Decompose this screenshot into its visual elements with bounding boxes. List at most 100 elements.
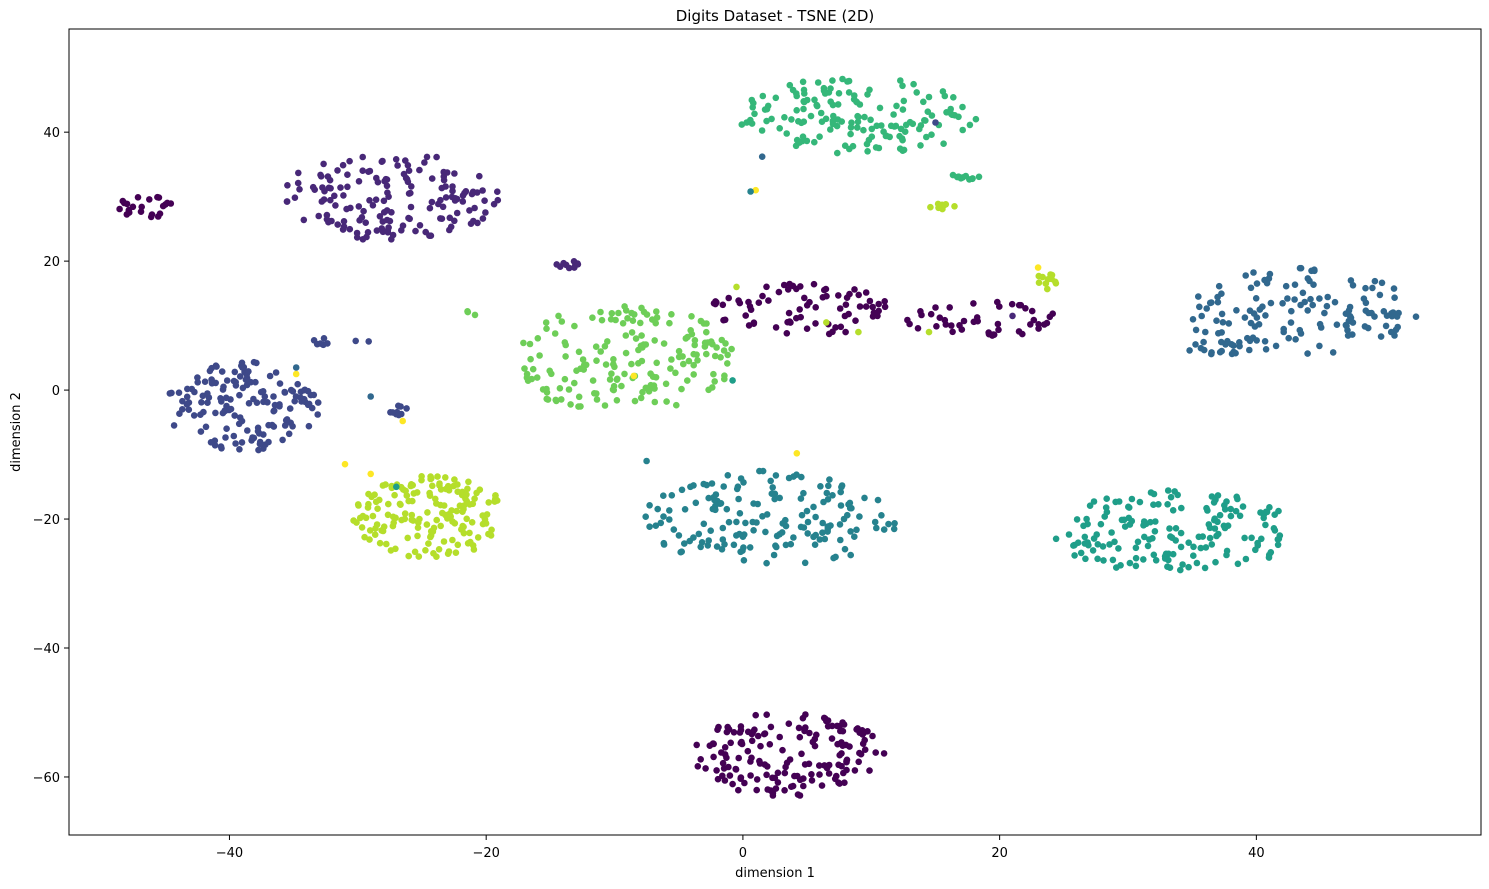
data-point xyxy=(265,438,272,446)
data-point xyxy=(553,261,560,268)
data-point xyxy=(1034,264,1042,271)
data-point xyxy=(829,328,836,336)
data-point xyxy=(415,519,422,526)
data-point xyxy=(1042,280,1050,287)
data-point xyxy=(341,460,349,468)
data-point xyxy=(1185,539,1192,546)
data-point xyxy=(1389,309,1397,316)
data-point xyxy=(802,711,809,718)
data-point xyxy=(388,236,395,243)
data-point xyxy=(715,723,722,731)
data-point xyxy=(387,547,395,554)
data-point xyxy=(418,476,425,484)
data-point xyxy=(353,229,361,237)
data-point xyxy=(890,111,897,118)
data-point xyxy=(261,393,269,400)
data-point xyxy=(543,385,550,393)
data-point xyxy=(426,204,434,212)
data-point xyxy=(1316,320,1324,328)
data-point xyxy=(1015,328,1023,335)
data-point xyxy=(861,494,868,502)
data-point xyxy=(703,320,710,327)
data-point xyxy=(798,750,805,758)
data-point xyxy=(769,792,777,799)
data-point xyxy=(769,774,776,782)
data-point xyxy=(292,370,300,378)
data-point xyxy=(608,310,616,317)
data-point xyxy=(949,328,956,336)
data-point xyxy=(442,474,449,481)
data-point xyxy=(1086,502,1094,510)
data-point xyxy=(558,318,566,325)
data-point xyxy=(994,298,1001,306)
data-point xyxy=(684,333,691,341)
data-point xyxy=(1073,516,1081,523)
data-point xyxy=(739,533,747,540)
data-point xyxy=(379,218,387,225)
data-point xyxy=(1233,307,1240,314)
data-point xyxy=(479,512,487,519)
data-point xyxy=(797,313,804,321)
data-point xyxy=(813,731,820,739)
data-point xyxy=(808,777,816,784)
data-point xyxy=(764,786,771,793)
data-point xyxy=(297,394,305,402)
data-point xyxy=(471,311,479,319)
data-point xyxy=(374,178,382,186)
data-point xyxy=(719,524,727,532)
data-point xyxy=(295,169,302,177)
data-point xyxy=(276,403,283,410)
data-point xyxy=(463,491,470,498)
data-point xyxy=(646,502,653,509)
data-point xyxy=(670,526,678,533)
data-point xyxy=(803,507,811,515)
data-point xyxy=(847,130,854,138)
data-point xyxy=(729,780,736,788)
data-point xyxy=(793,107,800,114)
data-point xyxy=(334,167,341,174)
data-point xyxy=(1345,317,1353,325)
data-point xyxy=(577,403,584,410)
data-point xyxy=(1211,515,1218,522)
data-point xyxy=(372,498,380,506)
data-point xyxy=(1112,498,1119,506)
data-point xyxy=(479,215,487,222)
data-point xyxy=(1164,487,1172,494)
data-point xyxy=(374,505,381,512)
data-point xyxy=(748,737,756,745)
data-point xyxy=(494,188,501,195)
data-point xyxy=(628,329,636,336)
data-point xyxy=(621,303,628,310)
data-point xyxy=(440,173,448,180)
data-point xyxy=(721,744,729,751)
data-point xyxy=(841,142,849,149)
data-point xyxy=(244,427,251,434)
data-point xyxy=(768,490,776,498)
data-point xyxy=(1244,334,1251,342)
data-point xyxy=(758,153,766,160)
data-point xyxy=(782,522,790,530)
data-point xyxy=(452,549,460,556)
data-point xyxy=(1271,527,1279,534)
data-point xyxy=(429,528,437,535)
data-point xyxy=(851,533,858,540)
data-point xyxy=(390,519,398,527)
data-point xyxy=(666,516,673,523)
data-point xyxy=(376,213,384,220)
data-point xyxy=(156,210,164,217)
data-point xyxy=(833,722,841,730)
data-point xyxy=(803,96,811,104)
data-point xyxy=(805,760,813,768)
data-point xyxy=(737,739,745,747)
data-point xyxy=(1167,493,1175,501)
data-point xyxy=(536,352,543,359)
data-point xyxy=(1333,321,1341,329)
data-point xyxy=(1246,346,1253,354)
data-point xyxy=(283,416,291,423)
data-point xyxy=(928,131,935,138)
data-point xyxy=(287,386,295,394)
data-point xyxy=(281,388,289,396)
data-point xyxy=(427,475,435,482)
data-point xyxy=(808,771,815,778)
